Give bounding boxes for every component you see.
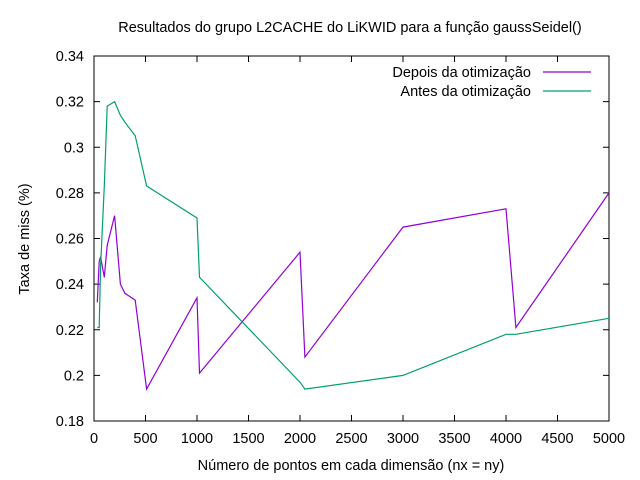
x-axis-label: Número de pontos em cada dimensão (nx = … bbox=[198, 458, 505, 474]
y-tick-label: 0.18 bbox=[56, 414, 84, 430]
x-tick-label: 2500 bbox=[335, 431, 367, 447]
x-tick-label: 3000 bbox=[387, 431, 419, 447]
y-tick-label: 0.22 bbox=[56, 323, 84, 339]
x-tick-label: 3500 bbox=[438, 431, 470, 447]
x-tick-label: 1500 bbox=[232, 431, 264, 447]
x-tick-label: 500 bbox=[133, 431, 157, 447]
series-line-1 bbox=[96, 192, 610, 391]
chart-title: Resultados do grupo L2CACHE do LiKWID pa… bbox=[118, 20, 581, 36]
x-tick-label: 4000 bbox=[490, 431, 522, 447]
x-axis: 0 500 1000 1500 2000 2500 3000 3500 4000 4500 5000 bbox=[90, 56, 625, 447]
legend-label-1: Depois da otimização bbox=[392, 65, 531, 81]
x-tick-label: 4500 bbox=[541, 431, 573, 447]
series-layer bbox=[96, 100, 610, 391]
y-tick-label: 0.34 bbox=[56, 49, 84, 65]
x-tick-label: 5000 bbox=[593, 431, 625, 447]
y-tick-label: 0.32 bbox=[56, 95, 84, 111]
y-axis: 0.18 0.2 0.22 0.24 0.26 0.28 0.3 0.32 0.34 bbox=[56, 49, 609, 430]
x-tick-label: 2000 bbox=[284, 431, 316, 447]
y-tick-label: 0.24 bbox=[56, 277, 84, 293]
plot-frame bbox=[93, 55, 610, 422]
legend: Depois da otimização Antes da otimização bbox=[392, 65, 591, 100]
series-line-2 bbox=[97, 100, 610, 390]
legend-label-2: Antes da otimização bbox=[400, 84, 531, 100]
x-tick-label: 1000 bbox=[181, 431, 213, 447]
y-tick-label: 0.3 bbox=[64, 140, 84, 156]
y-tick-label: 0.26 bbox=[56, 232, 84, 248]
y-tick-label: 0.28 bbox=[56, 186, 84, 202]
y-tick-label: 0.2 bbox=[64, 368, 84, 384]
x-tick-label: 0 bbox=[90, 431, 98, 447]
y-axis-label: Taxa de miss (%) bbox=[17, 183, 33, 294]
